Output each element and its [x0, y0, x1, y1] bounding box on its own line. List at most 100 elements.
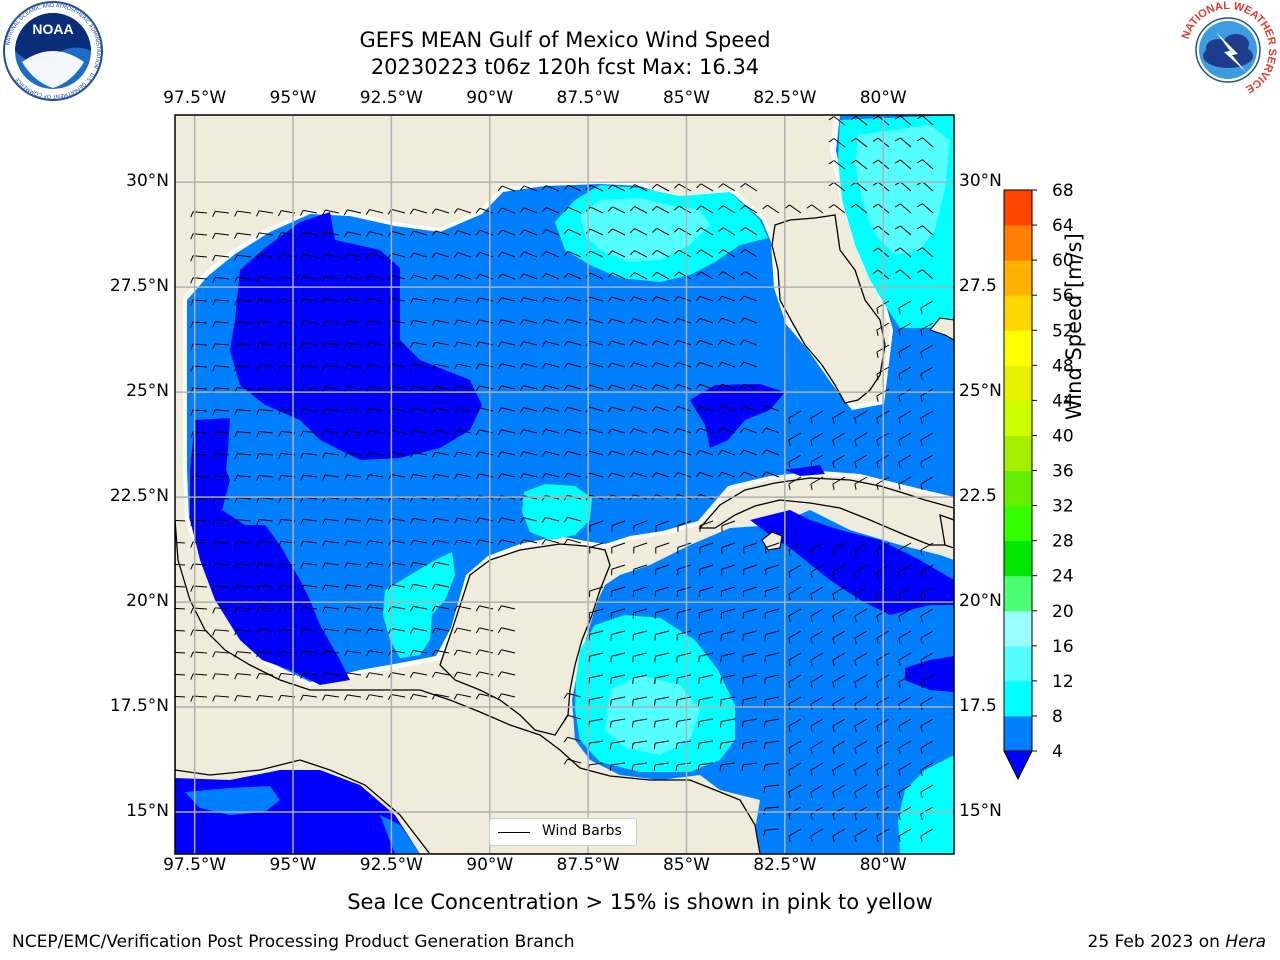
- wind-barb: [523, 207, 538, 214]
- wind-barb-feather: [234, 343, 238, 350]
- wind-barb: [612, 272, 626, 280]
- wind-barb-feather: [651, 406, 657, 412]
- wind-barb-feather: [739, 405, 745, 412]
- wind-barb: [325, 253, 340, 258]
- wind-barb-feather: [212, 519, 216, 526]
- wind-barb: [545, 538, 560, 544]
- wind-barb-feather: [190, 343, 194, 350]
- wind-barb-feather: [832, 571, 835, 578]
- wind-barb: [589, 318, 604, 324]
- wind-barb-feather: [854, 439, 857, 446]
- map-title: GEFS MEAN Gulf of Mexico Wind Speed: [359, 28, 771, 52]
- wind-barb-feather: [651, 296, 657, 302]
- wind-barb: [369, 672, 384, 676]
- wind-barb-feather: [810, 439, 813, 446]
- wind-barb: [699, 520, 714, 527]
- wind-barb-feather: [431, 274, 437, 280]
- wind-barb: [215, 585, 230, 588]
- wind-barb: [545, 516, 560, 522]
- wind-barb: [589, 428, 604, 434]
- wind-barb: [369, 320, 384, 324]
- wind-barb: [413, 627, 428, 632]
- wind-barb: [611, 762, 626, 766]
- wind-barb-feather: [322, 694, 326, 701]
- wind-barb: [833, 160, 846, 170]
- wind-barb-feather: [654, 677, 656, 684]
- legend: Wind Barbs: [489, 818, 637, 846]
- wind-barb-feather: [475, 363, 480, 370]
- wind-barb-feather: [497, 627, 502, 634]
- wind-barb-feather: [607, 406, 613, 413]
- wind-barb: [457, 208, 472, 214]
- wind-barb: [922, 159, 934, 170]
- wind-barb: [391, 518, 406, 522]
- wind-barb: [810, 718, 824, 727]
- wind-barb-feather: [497, 273, 503, 280]
- wind-barb-feather: [190, 409, 194, 416]
- wind-barb: [303, 253, 318, 258]
- wind-barb: [259, 298, 274, 302]
- wind-barb: [788, 828, 802, 837]
- wind-barb: [699, 295, 714, 302]
- wind-barb-feather: [876, 307, 879, 314]
- wind-barb: [743, 449, 758, 456]
- lat-tick-label-right: 25°N: [959, 381, 1002, 402]
- wind-lt4-yucatan-channel: [690, 384, 785, 448]
- wind-barb: [765, 784, 780, 788]
- wind-barb-feather: [739, 471, 745, 478]
- wind-barb-feather: [344, 606, 348, 613]
- wind-barb-feather: [212, 343, 216, 350]
- wind-barb-feather: [409, 562, 414, 568]
- wind-barb-feather: [673, 450, 679, 456]
- wind-barb-feather: [344, 540, 348, 547]
- wind-barb-feather: [497, 319, 502, 326]
- wind-barb-feather: [872, 247, 879, 252]
- wind-barb: [788, 410, 802, 419]
- wind-barb: [765, 718, 780, 722]
- wind-barb-feather: [322, 584, 326, 591]
- wind-barb: [810, 696, 824, 705]
- wind-barb: [259, 386, 274, 390]
- wind-barb: [656, 249, 670, 258]
- wind-barb: [325, 694, 340, 698]
- wind-barb-feather: [876, 791, 879, 798]
- wind-barb-feather: [497, 451, 502, 458]
- wind-barb-feather: [632, 699, 634, 706]
- wind-barb: [743, 317, 758, 324]
- wind-barb: [765, 762, 780, 766]
- wind-barb: [744, 204, 758, 214]
- wind-barb: [922, 181, 934, 192]
- wind-barb-feather: [299, 210, 304, 216]
- wind-barb-feather: [190, 255, 194, 262]
- wind-barb-feather: [828, 138, 835, 143]
- wind-barb-feather: [344, 320, 348, 327]
- wind-barb: [656, 227, 670, 236]
- wind-barb-feather: [673, 428, 679, 434]
- wind-barb: [347, 320, 362, 324]
- wind-barb: [545, 251, 560, 258]
- wind-barb: [611, 318, 626, 324]
- lon-tick-label-top: 85°W: [662, 88, 710, 108]
- wind-barb-feather: [898, 307, 901, 314]
- wind-barb-feather: [762, 204, 768, 210]
- wind-barb: [699, 740, 714, 744]
- wind-barb: [237, 497, 252, 500]
- wind-barb: [391, 298, 406, 302]
- wind-barb: [611, 630, 626, 635]
- wind-barb-feather: [695, 472, 701, 478]
- wind-barb: [325, 474, 340, 478]
- wind-barb-feather: [876, 659, 879, 666]
- wind-barb-feather: [519, 341, 524, 347]
- wind-barb: [457, 693, 472, 698]
- wind-barb-feather: [519, 229, 525, 235]
- wind-barb-feather: [563, 318, 568, 325]
- wind-barb-feather: [256, 210, 260, 217]
- wind-barb: [369, 452, 384, 456]
- wind-barb-feather: [234, 585, 238, 592]
- wind-barb: [722, 249, 736, 258]
- wind-lt4-cayman: [750, 510, 954, 615]
- wind-barb: [545, 450, 560, 456]
- wind-barb: [215, 453, 230, 456]
- wind-barb: [479, 429, 494, 434]
- wind-barb-feather: [788, 461, 791, 468]
